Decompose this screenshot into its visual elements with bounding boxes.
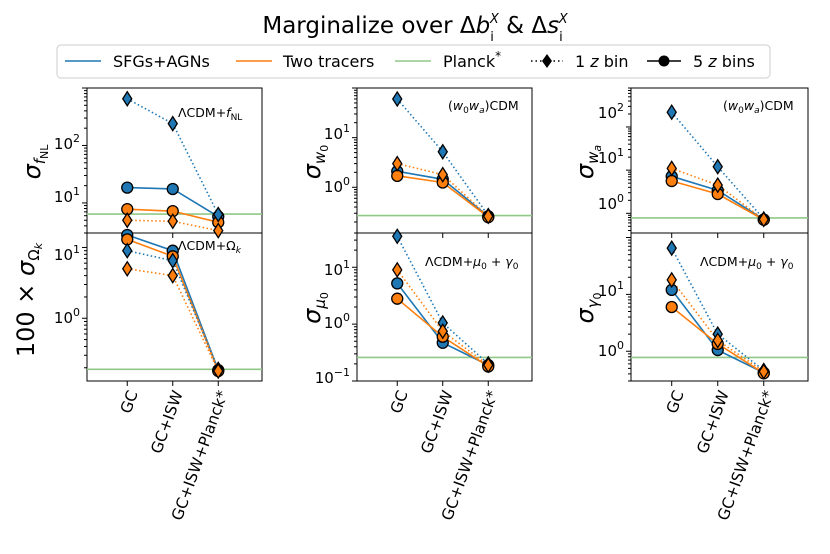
point-circle-fNL-0-0: [121, 181, 134, 194]
point-circle-mu0-1-0: [391, 292, 404, 305]
series-line-mu0-2: [396, 235, 489, 365]
ytick-mu0-10: 101: [324, 258, 350, 279]
point-diamond-fNL-2-1: [167, 115, 179, 132]
point-diamond-g0-3-2: [758, 363, 770, 380]
point-circle-mu0-0-0: [391, 277, 404, 290]
point-diamond-wa-2-1: [712, 158, 724, 175]
ylabel-mu0: σμ0: [298, 292, 331, 324]
point-diamond-w0-3-0: [391, 155, 403, 172]
ytick-w0-1: 100: [324, 175, 350, 196]
panel-w0-annotation: (w0wa)CDM: [448, 98, 519, 116]
point-circle-fNL-0-1: [166, 182, 179, 196]
point-diamond-mu0-2-0: [391, 228, 403, 245]
point-diamond-mu0-3-1: [437, 323, 449, 340]
legend-two-label: Two tracers: [282, 52, 374, 71]
xtick-fNL-1: GC+ISW: [147, 388, 186, 456]
legend-sfg-label: SFGs+AGNs: [113, 52, 210, 71]
ytick-wa-10: 101: [598, 146, 624, 167]
point-diamond-w0-3-2: [482, 208, 494, 225]
series-line-fNL-3: [127, 219, 219, 232]
point-circle-g0-1-0: [665, 300, 678, 314]
point-diamond-w0-2-0: [391, 90, 403, 108]
xtick-fNL-0: GC: [117, 388, 142, 416]
ytick-Ok-10: 101: [54, 243, 80, 264]
panel-g0-annotation: ΛCDM+μ0 + γ0: [700, 254, 794, 272]
point-diamond-g0-2-0: [666, 239, 677, 257]
ytick-w0-10: 101: [324, 122, 350, 143]
series-line-Ok-2: [127, 249, 219, 370]
figure-title: Marginalize over ΔbiX & ΔsiX: [262, 12, 568, 45]
ytick-labels: 102 101 101 100 101 100 101 100 10−1 102…: [54, 101, 624, 387]
ytick-mu0-0.1: 10−1: [315, 366, 350, 387]
legend: SFGs+AGNs Two tracers Planck* 1 z bin 5 …: [56, 44, 771, 79]
panel-mu0-annotation: ΛCDM+μ0 + γ0: [425, 254, 519, 272]
xtick-g0-0: GC: [663, 388, 688, 416]
legend-circle-marker: [658, 55, 670, 67]
legend-five-bins-label: 5 z bins: [693, 52, 755, 71]
point-diamond-g0-3-1: [712, 332, 724, 349]
legend-planck-label: Planck*: [443, 49, 501, 71]
series-line-g0-2: [671, 247, 765, 372]
point-diamond-wa-3-1: [712, 176, 724, 194]
ylabel-wa: σwa: [571, 145, 604, 180]
ylabel-g0: σγ0: [571, 292, 604, 323]
ytick-g0-10: 101: [598, 279, 624, 300]
ytick-fNL-10: 101: [54, 185, 80, 206]
ytick-mu0-1: 100: [324, 311, 350, 332]
ytick-wa-100: 102: [598, 101, 624, 122]
point-diamond-fNL-2-0: [121, 90, 133, 107]
legend-one-bin-label: 1 z bin: [575, 52, 629, 71]
point-diamond-Ok-3-1: [167, 267, 179, 284]
point-diamond-g0-3-0: [666, 271, 677, 289]
ytick-fNL-100: 102: [54, 132, 80, 153]
point-diamond-wa-3-2: [758, 211, 770, 228]
panel-Ok-annotation: ΛCDM+Ωk: [178, 238, 242, 256]
ytick-Ok-1: 100: [54, 306, 80, 327]
ylabel-fNL: σfNL: [18, 144, 51, 180]
panel-wa-annotation: (w0wa)CDM: [723, 98, 794, 116]
point-diamond-fNL-3-2: [212, 222, 224, 239]
panel-fNL-annotation: ΛCDM+fNL: [178, 105, 242, 123]
point-diamond-wa-2-0: [666, 104, 677, 121]
point-diamond-fNL-3-0: [121, 212, 133, 229]
chart-marks: [82, 87, 808, 386]
panel-Ok-frame: [86, 232, 263, 382]
ylabel-w0: σw0: [298, 145, 331, 180]
point-diamond-fNL-2-2: [212, 206, 224, 223]
ytick-wa-1: 100: [598, 192, 624, 213]
point-diamond-w0-3-1: [437, 166, 449, 183]
point-diamond-w0-2-1: [437, 143, 449, 160]
xtick-labels: GC GC+ISW GC+ISW+Planck* GC GC+ISW GC+IS…: [117, 388, 778, 523]
series-line-Ok-3: [127, 267, 219, 372]
point-diamond-Ok-3-0: [121, 260, 133, 277]
point-diamond-Ok-2-0: [121, 242, 133, 259]
point-circle-w0-1-0: [391, 169, 404, 182]
point-diamond-fNL-3-1: [167, 213, 179, 230]
ytick-g0-1: 100: [598, 339, 624, 360]
point-diamond-wa-3-0: [666, 160, 677, 177]
point-diamond-mu0-3-2: [482, 356, 494, 374]
series-line-fNL-2: [126, 98, 219, 215]
xtick-mu0-1: GC+ISW: [417, 388, 456, 456]
xtick-mu0-0: GC: [387, 388, 412, 416]
ylabel-Ok: 100 × σΩk: [12, 242, 45, 357]
point-circle-wa-1-0: [665, 174, 678, 188]
legend-diamond-marker: [542, 54, 552, 68]
point-diamond-Ok-3-2: [212, 362, 224, 380]
xtick-g0-1: GC+ISW: [693, 388, 732, 456]
point-diamond-mu0-3-0: [391, 261, 403, 279]
